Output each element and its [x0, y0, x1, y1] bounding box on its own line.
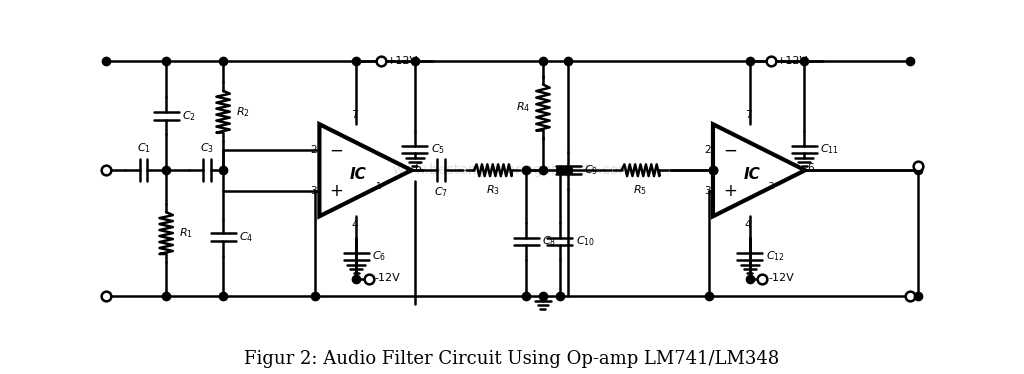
Text: C$_2$: C$_2$ — [182, 109, 196, 123]
Text: IC: IC — [743, 167, 760, 182]
Text: C$_{10}$: C$_{10}$ — [575, 234, 595, 248]
Text: www.bestengineeringprojects.com: www.bestengineeringprojects.com — [392, 163, 632, 177]
Text: 7: 7 — [744, 110, 752, 120]
Text: C$_3$: C$_3$ — [200, 141, 214, 155]
Text: R$_3$: R$_3$ — [485, 183, 500, 197]
Text: $-$: $-$ — [329, 141, 343, 159]
Text: 3: 3 — [310, 186, 316, 196]
Text: C$_7$: C$_7$ — [434, 186, 447, 199]
Text: +12V: +12V — [387, 56, 419, 65]
Text: Figur 2: Audio Filter Circuit Using Op-amp LM741/LM348: Figur 2: Audio Filter Circuit Using Op-a… — [245, 350, 779, 368]
Text: 4: 4 — [744, 221, 752, 230]
Text: ${_1}$: ${_1}$ — [375, 179, 382, 192]
Text: 2: 2 — [703, 144, 711, 154]
Text: 2: 2 — [310, 144, 316, 154]
Text: -12V: -12V — [768, 273, 794, 283]
Text: C$_4$: C$_4$ — [239, 230, 253, 244]
Text: -12V: -12V — [375, 273, 400, 283]
Text: C$_5$: C$_5$ — [431, 142, 444, 156]
Text: R$_5$: R$_5$ — [634, 183, 647, 197]
Text: 4: 4 — [351, 221, 357, 230]
Text: R$_2$: R$_2$ — [236, 105, 250, 119]
Text: 6: 6 — [808, 163, 814, 173]
Text: 7: 7 — [351, 110, 357, 120]
Text: $+$: $+$ — [723, 182, 737, 200]
Text: 3: 3 — [703, 186, 711, 196]
Text: C$_{11}$: C$_{11}$ — [820, 142, 840, 156]
Text: C$_9$: C$_9$ — [584, 163, 598, 177]
Text: C$_8$: C$_8$ — [542, 234, 556, 248]
Text: +12V: +12V — [776, 56, 808, 65]
Text: C$_1$: C$_1$ — [136, 141, 151, 155]
Text: ${_2}$: ${_2}$ — [768, 179, 775, 192]
Text: $+$: $+$ — [329, 182, 343, 200]
Text: C$_6$: C$_6$ — [372, 249, 386, 263]
Text: IC: IC — [349, 167, 367, 182]
Text: C$_{12}$: C$_{12}$ — [766, 249, 784, 263]
Text: R$_4$: R$_4$ — [516, 101, 530, 114]
Text: R$_1$: R$_1$ — [179, 226, 193, 240]
Text: 6: 6 — [414, 163, 421, 173]
Text: $-$: $-$ — [723, 141, 737, 159]
